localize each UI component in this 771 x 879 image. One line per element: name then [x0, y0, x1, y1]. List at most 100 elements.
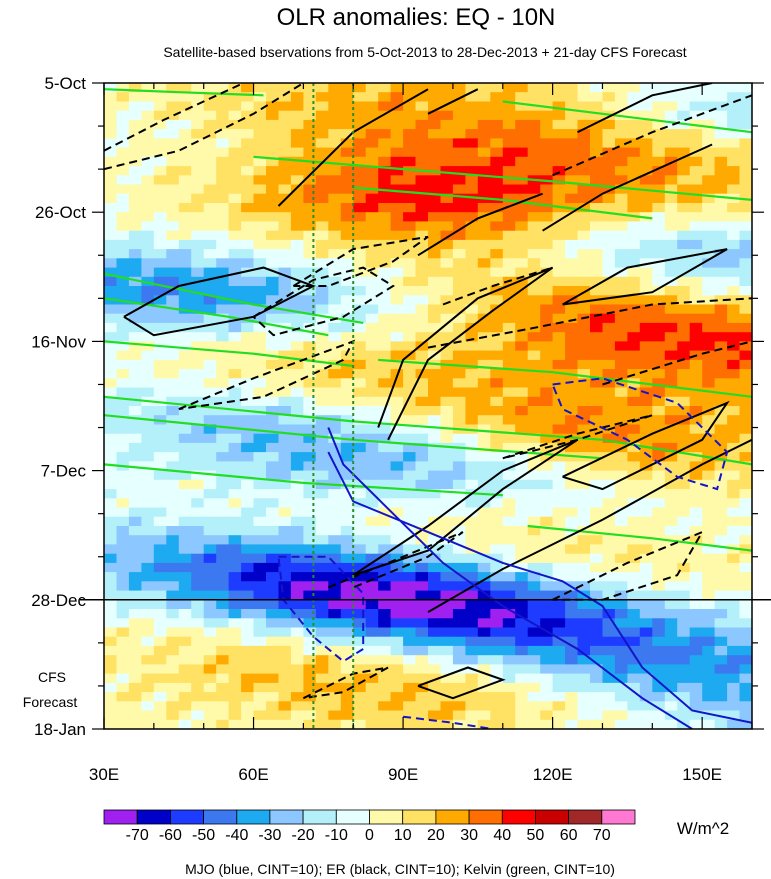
heatmap-cell [714, 258, 728, 269]
heatmap-cell [477, 461, 491, 472]
heatmap-cell [577, 664, 591, 675]
heatmap-cell [727, 110, 741, 121]
heatmap-cell [266, 590, 280, 601]
heatmap-cell [677, 682, 691, 693]
heatmap-cell [652, 406, 666, 416]
heatmap-cell [577, 609, 591, 619]
heatmap-cell [664, 590, 678, 601]
heatmap-cell [677, 286, 691, 296]
heatmap-cell [353, 406, 367, 416]
heatmap-cell [104, 322, 118, 333]
heatmap-cell [303, 396, 317, 407]
heatmap-cell [664, 304, 678, 315]
heatmap-cell [727, 101, 741, 112]
heatmap-cell [340, 286, 354, 296]
heatmap-cell [627, 507, 641, 518]
heatmap-cell [689, 322, 703, 333]
heatmap-cell [627, 221, 641, 232]
heatmap-cell [378, 442, 392, 453]
heatmap-cell [241, 156, 255, 167]
heatmap-cell [477, 590, 491, 601]
heatmap-cell [490, 138, 504, 149]
heatmap-cell [590, 332, 604, 342]
heatmap-cell [590, 239, 604, 250]
heatmap-cell [228, 562, 242, 573]
heatmap-cell [403, 442, 417, 453]
heatmap-cell [141, 147, 155, 158]
heatmap-cell [340, 673, 354, 684]
heatmap-cell [141, 341, 155, 352]
heatmap-cell [627, 110, 641, 121]
heatmap-cell [590, 636, 604, 647]
heatmap-cell [253, 239, 267, 250]
heatmap-cell [266, 175, 280, 186]
heatmap-cell [540, 673, 554, 684]
heatmap-cell [290, 562, 304, 573]
heatmap-cell [203, 110, 217, 121]
heatmap-cell [241, 507, 255, 518]
heatmap-cell [353, 359, 367, 370]
heatmap-cell [515, 636, 529, 647]
x-axis: 30E 60E 90E 120E 150E [89, 83, 753, 784]
heatmap-cell [128, 599, 142, 610]
heatmap-cell [639, 470, 653, 481]
heatmap-cell [141, 433, 155, 444]
heatmap-cell [714, 581, 728, 592]
heatmap-cell [677, 590, 691, 601]
heatmap-cell [340, 396, 354, 407]
heatmap-cell [614, 230, 628, 241]
heatmap-cell [203, 304, 217, 315]
heatmap-cell [241, 590, 255, 601]
heatmap-cell [253, 221, 267, 232]
heatmap-cell [552, 673, 566, 684]
heatmap-cell [590, 627, 604, 638]
y-tick-label: 26-Oct [35, 203, 86, 222]
heatmap-cell [552, 258, 566, 269]
heatmap-cell [340, 535, 354, 545]
heatmap-cell [415, 470, 429, 481]
heatmap-cell [403, 267, 417, 278]
heatmap-cell [502, 599, 516, 610]
heatmap-cell [266, 332, 280, 342]
heatmap-cell [203, 655, 217, 665]
heatmap-cell [702, 175, 716, 186]
heatmap-cell [540, 83, 554, 93]
heatmap-cell [590, 147, 604, 158]
heatmap-cell [104, 406, 118, 416]
heatmap-cell [278, 479, 292, 490]
heatmap-cell [353, 507, 367, 518]
heatmap-cell [228, 498, 242, 509]
heatmap-cell [515, 92, 529, 102]
heatmap-cell [739, 369, 752, 379]
heatmap-cell [440, 599, 454, 610]
heatmap-cell [216, 544, 230, 555]
heatmap-cell [216, 138, 230, 149]
heatmap-cell [266, 526, 280, 536]
heatmap-cell [490, 119, 504, 130]
heatmap-cell [577, 276, 591, 287]
heatmap-cell [639, 572, 653, 582]
heatmap-cell [440, 544, 454, 555]
heatmap-cell [390, 581, 404, 592]
heatmap-cell [415, 203, 429, 213]
heatmap-cell [328, 470, 342, 481]
heatmap-cell [266, 655, 280, 665]
heatmap-cell [141, 359, 155, 370]
heatmap-cell [353, 609, 367, 619]
heatmap-cell [303, 526, 317, 536]
heatmap-cell [502, 526, 516, 536]
heatmap-cell [390, 562, 404, 573]
heatmap-cell [490, 701, 504, 712]
heatmap-cell [565, 562, 579, 573]
heatmap-cell [415, 636, 429, 647]
heatmap-cell [315, 267, 329, 278]
heatmap-cell [602, 452, 616, 462]
heatmap-cell [714, 341, 728, 352]
heatmap-cell [415, 304, 429, 315]
heatmap-cell [278, 673, 292, 684]
heatmap-cell [340, 341, 354, 352]
heatmap-cell [403, 119, 417, 130]
heatmap-cell [228, 590, 242, 601]
heatmap-cell [727, 258, 741, 269]
